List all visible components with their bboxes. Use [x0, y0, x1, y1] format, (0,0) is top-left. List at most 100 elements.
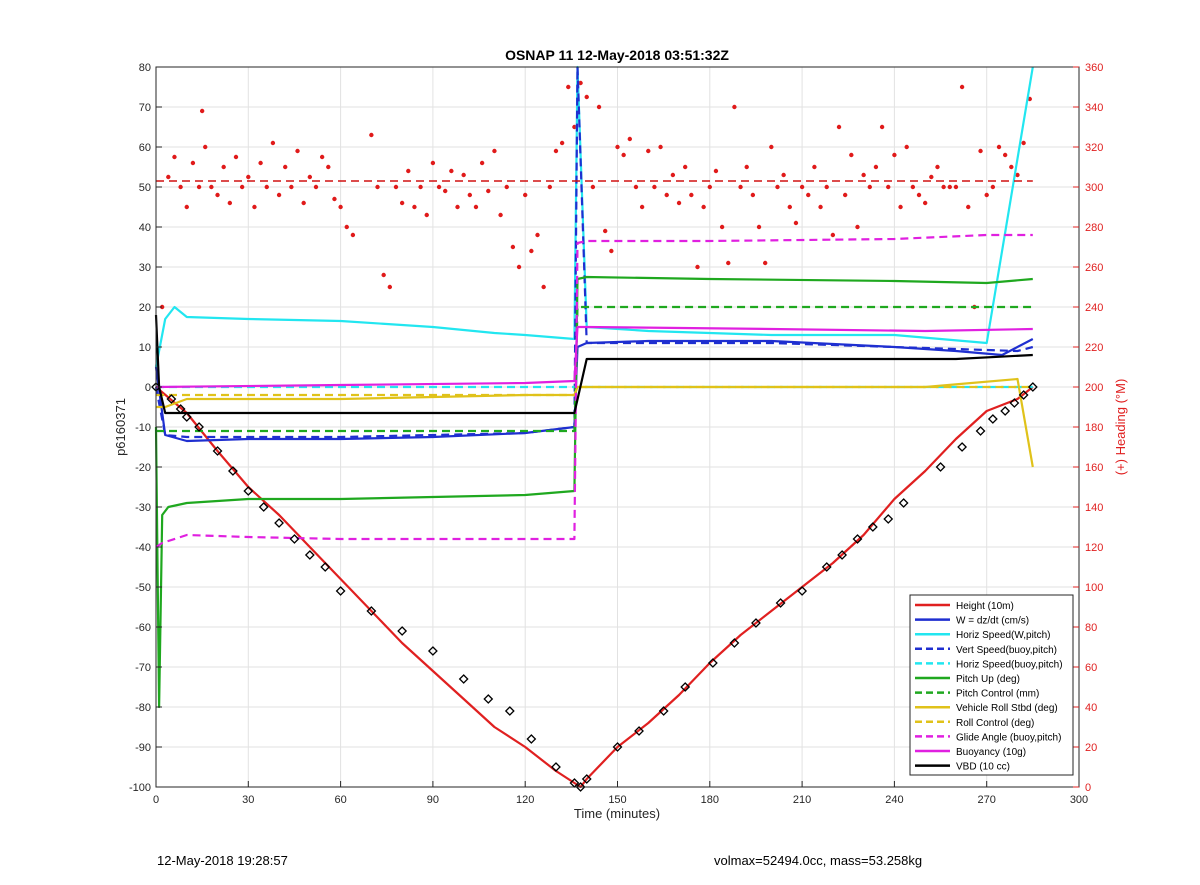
- heading-point: [326, 164, 331, 170]
- heading-point: [283, 164, 288, 170]
- x-tick-label: 150: [608, 794, 626, 806]
- heading-point: [842, 192, 848, 198]
- heading-point: [504, 184, 509, 190]
- dive-marker: [166, 394, 177, 404]
- dive-marker: [707, 658, 718, 668]
- heading-point: [276, 192, 282, 198]
- heading-point: [984, 192, 989, 198]
- y2-tick-label: 180: [1085, 422, 1103, 434]
- heading-point: [744, 164, 749, 170]
- dive-marker: [634, 726, 644, 736]
- heading-point: [732, 104, 737, 110]
- x-tick-label: 0: [153, 794, 159, 806]
- heading-point: [713, 168, 719, 174]
- y2-tick-label: 80: [1085, 622, 1097, 634]
- y2-tick-label: 360: [1085, 62, 1103, 74]
- heading-point: [910, 184, 916, 190]
- heading-point: [436, 184, 442, 190]
- heading-point: [473, 204, 479, 210]
- heading-point: [947, 184, 952, 190]
- y-tick-label: -70: [135, 662, 151, 674]
- heading-point: [486, 188, 491, 194]
- series-line: [154, 65, 1034, 368]
- heading-point: [904, 144, 909, 150]
- dive-marker: [957, 442, 968, 452]
- x-tick-label: 240: [885, 794, 903, 806]
- dive-marker: [366, 606, 377, 616]
- heading-point: [676, 200, 682, 206]
- y-tick-label: -90: [135, 742, 151, 754]
- heading-point: [578, 80, 583, 86]
- heading-point: [793, 220, 799, 226]
- heading-point: [769, 144, 774, 150]
- heading-point: [682, 164, 688, 170]
- series-line: [154, 275, 1033, 709]
- dive-marker: [1018, 390, 1029, 400]
- heading-point: [990, 184, 996, 190]
- dive-marker: [581, 774, 592, 784]
- heading-point: [246, 174, 251, 180]
- heading-point: [929, 174, 934, 180]
- heading-point: [916, 192, 922, 198]
- dive-marker: [729, 638, 740, 648]
- chart-title: OSNAP 11 12-May-2018 03:51:32Z: [505, 47, 729, 63]
- y-tick-label: -30: [135, 502, 151, 514]
- heading-point: [861, 172, 866, 178]
- heading-point: [566, 84, 571, 90]
- heading-point: [498, 212, 503, 218]
- dive-marker: [680, 682, 691, 692]
- heading-point: [959, 84, 965, 90]
- heading-point: [239, 184, 245, 190]
- heading-point: [849, 152, 854, 158]
- x-tick-label: 270: [978, 794, 996, 806]
- y-tick-label: -20: [135, 462, 151, 474]
- heading-point: [806, 192, 811, 198]
- heading-point: [719, 224, 725, 230]
- heading-point: [750, 192, 756, 198]
- heading-point: [252, 204, 257, 210]
- heading-point: [535, 232, 540, 238]
- heading-point: [221, 164, 226, 170]
- heading-point: [270, 140, 276, 146]
- legend-entry: Height (10m): [956, 601, 1014, 612]
- axes: 0 30 60 90 120 150 180 210 240 270 300-100-90-80-7…: [129, 62, 1103, 806]
- dive-marker: [526, 734, 537, 744]
- dive-marker: [1009, 398, 1020, 408]
- series-line: [155, 325, 1033, 389]
- heading-point: [627, 136, 633, 142]
- heading-point: [633, 184, 639, 190]
- legend-entry: Vehicle Roll Stbd (deg): [956, 703, 1058, 714]
- y-tick-label: 10: [139, 342, 151, 354]
- dive-marker: [612, 742, 623, 752]
- heading-point: [553, 148, 559, 154]
- heading-point: [455, 204, 460, 210]
- heading-point: [529, 248, 534, 254]
- heading-point: [319, 154, 325, 160]
- dive-marker: [837, 550, 848, 560]
- dive-marker: [181, 412, 192, 422]
- y-tick-label: 20: [139, 302, 151, 314]
- dive-marker: [775, 598, 786, 608]
- y-tick-label: 60: [139, 142, 151, 154]
- y2-tick-label: 20: [1085, 742, 1097, 754]
- dive-marker: [797, 586, 808, 596]
- heading-point: [830, 232, 836, 238]
- y2-tick-label: 240: [1085, 302, 1103, 314]
- y2-tick-label: 40: [1085, 702, 1097, 714]
- heading-point: [609, 248, 614, 254]
- heading-point: [227, 200, 233, 206]
- heading-point: [399, 200, 405, 206]
- heading-point: [886, 184, 891, 190]
- heading-point: [510, 244, 516, 250]
- y2-tick-label: 60: [1085, 662, 1097, 674]
- heading-point: [541, 284, 546, 290]
- dive-marker: [274, 518, 284, 528]
- heading-point: [199, 108, 205, 114]
- dive-marker: [935, 462, 946, 472]
- dive-marker: [883, 514, 894, 524]
- dive-marker: [397, 626, 408, 636]
- dive-marker: [194, 422, 204, 432]
- heading-point: [922, 200, 928, 206]
- series-line: [156, 385, 1033, 397]
- legend-box: [909, 594, 1074, 776]
